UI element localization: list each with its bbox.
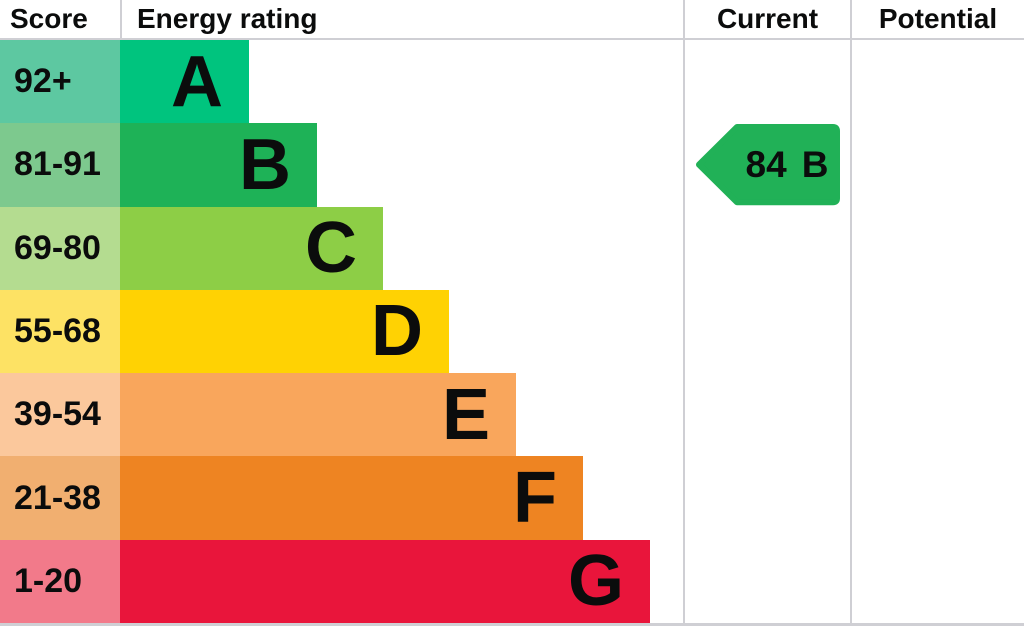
rating-bar-cell: B	[120, 123, 683, 207]
score-range-cell: 92+	[0, 40, 120, 124]
current-cell: 84 B	[683, 123, 850, 207]
potential-cell	[850, 539, 1024, 623]
potential-cell	[850, 456, 1024, 540]
current-cell	[683, 289, 850, 374]
current-cell	[683, 539, 850, 623]
header-score: Score	[10, 3, 88, 34]
score-range-cell: 21-38	[0, 456, 120, 540]
rating-bar-cell: D	[120, 289, 683, 374]
score-range-cell: 1-20	[0, 539, 120, 623]
band-row-A: 92+ A	[0, 40, 1024, 124]
current-score-value: 84	[745, 143, 787, 185]
potential-cell	[850, 123, 1024, 207]
potential-cell	[850, 40, 1024, 124]
rating-bar: E	[120, 373, 516, 457]
rating-letter: B	[239, 124, 291, 205]
current-cell	[683, 206, 850, 290]
header-current: Current	[683, 0, 850, 38]
band-row-B: 81-91 B 84 B	[0, 123, 1024, 207]
rating-bar: F	[120, 456, 583, 540]
potential-cell	[850, 206, 1024, 290]
band-row-F: 21-38 F	[0, 456, 1024, 540]
rating-bar: A	[120, 40, 249, 124]
band-rows: 92+ A 81-91 B 84 B 69-80 C	[0, 40, 1024, 623]
current-cell	[683, 40, 850, 124]
band-row-D: 55-68 D	[0, 289, 1024, 374]
current-rating-arrow: 84 B	[693, 123, 841, 206]
arrow-shape-icon	[696, 124, 840, 206]
current-cell	[683, 373, 850, 457]
rating-letter: A	[171, 41, 223, 122]
current-rating-letter: B	[801, 143, 829, 185]
rating-letter: D	[371, 291, 423, 372]
header-row: Score Energy rating Current Potential	[0, 0, 1024, 40]
score-range-cell: 55-68	[0, 289, 120, 374]
rating-bar-cell: F	[120, 456, 683, 540]
score-range-cell: 81-91	[0, 123, 120, 207]
score-range-cell: 39-54	[0, 373, 120, 457]
potential-cell	[850, 289, 1024, 374]
rating-letter: C	[305, 208, 357, 289]
header-potential: Potential	[850, 0, 1024, 38]
rating-bar: B	[120, 123, 317, 207]
band-row-G: 1-20 G	[0, 539, 1024, 623]
score-range-cell: 69-80	[0, 206, 120, 290]
band-row-C: 69-80 C	[0, 206, 1024, 290]
rating-letter: E	[441, 374, 490, 455]
header-energy-rating: Energy rating	[120, 0, 683, 38]
rating-bar: C	[120, 206, 383, 290]
rating-bar-cell: E	[120, 373, 683, 457]
rating-letter: F	[513, 458, 557, 539]
rating-bar-cell: A	[120, 40, 683, 124]
rating-bar-cell: C	[120, 206, 683, 290]
potential-cell	[850, 373, 1024, 457]
current-cell	[683, 456, 850, 540]
rating-bar: D	[120, 289, 449, 374]
current-rating-label: 84 B	[733, 123, 841, 206]
band-row-E: 39-54 E	[0, 373, 1024, 457]
rating-letter: G	[567, 541, 624, 622]
rating-bar-cell: G	[120, 539, 683, 623]
rating-bar: G	[120, 539, 650, 623]
